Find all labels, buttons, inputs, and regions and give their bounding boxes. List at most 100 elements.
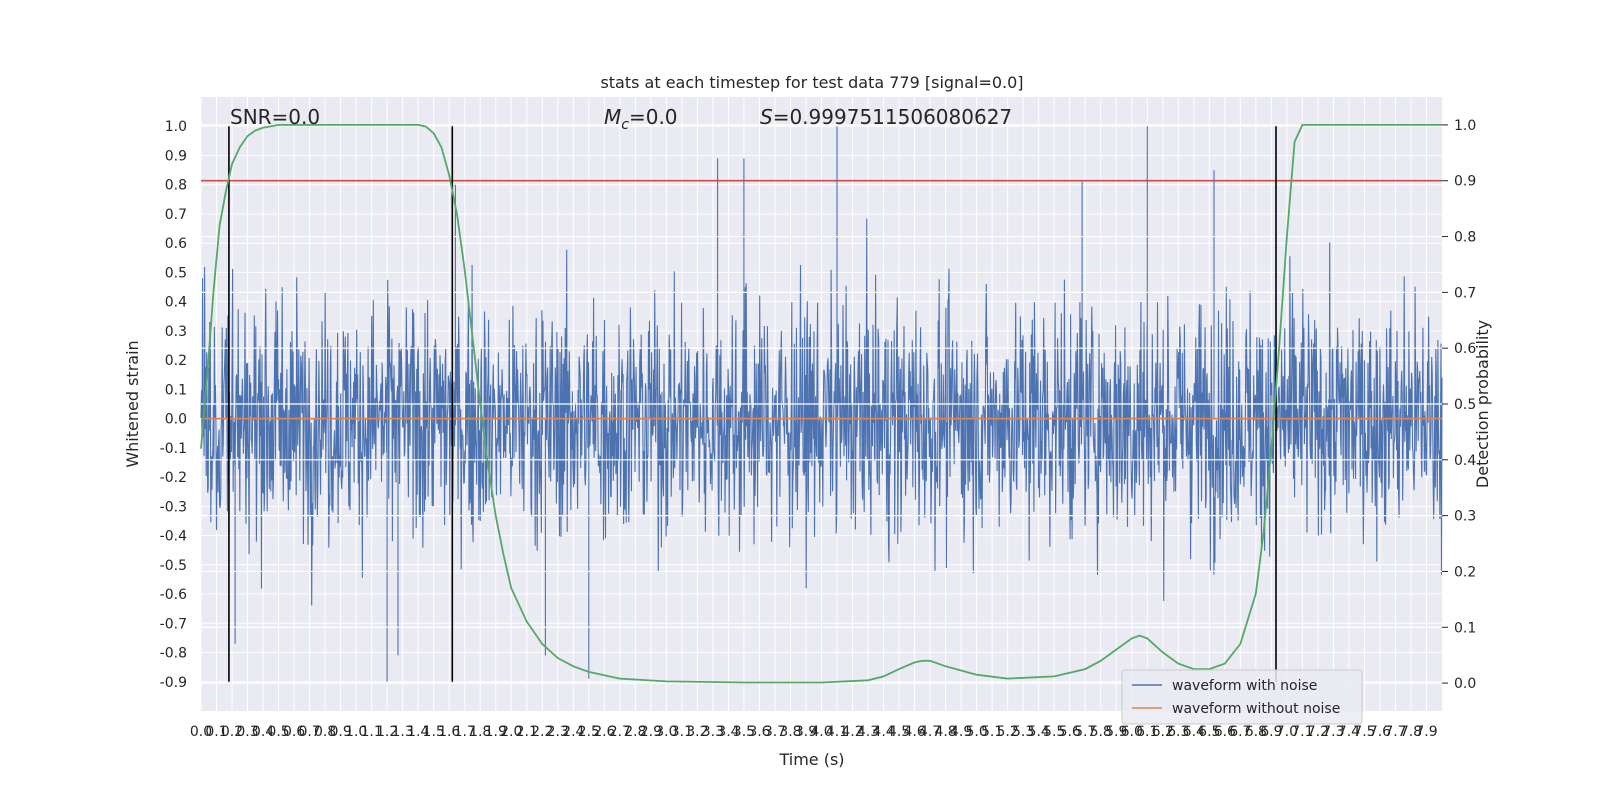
y-tick-label-right: 0.9 — [1454, 174, 1476, 190]
x-tick-label: 1.6 — [438, 724, 460, 740]
y-tick-label-right: 0.2 — [1454, 564, 1476, 580]
y-tick-label-left: 0.2 — [165, 353, 187, 369]
x-tick-label: 6.3 — [1167, 724, 1189, 740]
x-tick-label: 4.0 — [810, 724, 832, 740]
x-tick-label: 1.4 — [407, 724, 429, 740]
y-tick-label-left: -0.6 — [160, 587, 187, 603]
x-tick-label: 7.8 — [1400, 724, 1422, 740]
x-tick-label: 2.3 — [547, 724, 569, 740]
x-tick-label: 6.6 — [1214, 724, 1236, 740]
x-tick-label: 6.0 — [1121, 724, 1143, 740]
y-tick-label-right: 0.5 — [1454, 397, 1476, 413]
x-tick-label: 2.1 — [516, 724, 538, 740]
x-tick-label: 5.1 — [981, 724, 1003, 740]
y-tick-label-left: -0.8 — [160, 646, 187, 662]
y-tick-label-right: 0.6 — [1454, 341, 1476, 357]
x-tick-label: 6.5 — [1198, 724, 1220, 740]
x-tick-label: 0.0 — [190, 724, 212, 740]
x-tick-label: 1.2 — [376, 724, 398, 740]
x-tick-label: 2.7 — [609, 724, 631, 740]
x-tick-label: 0.4 — [252, 724, 274, 740]
snr-annotation: SNR=0.0 — [230, 105, 320, 129]
y-tick-label-right: 0.3 — [1454, 509, 1476, 525]
legend-frame — [1121, 669, 1363, 725]
x-tick-label: 3.3 — [702, 724, 724, 740]
x-tick-label: 3.5 — [733, 724, 755, 740]
x-tick-label: 2.5 — [578, 724, 600, 740]
y-tick-label-left: 0.4 — [165, 295, 187, 311]
mc-value: =0.0 — [629, 105, 678, 129]
waveform-with-noise-line — [200, 126, 1443, 682]
y-tick-label-right: 0.4 — [1454, 453, 1476, 469]
x-tick-label: 1.9 — [485, 724, 507, 740]
x-tick-label: 3.6 — [748, 724, 770, 740]
x-tick-label: 6.1 — [1136, 724, 1158, 740]
x-tick-label: 1.5 — [423, 724, 445, 740]
y-tick-label-left: 0.0 — [165, 412, 187, 428]
x-tick-label: 3.7 — [764, 724, 786, 740]
x-tick-label: 4.6 — [903, 724, 925, 740]
x-tick-label: 7.4 — [1338, 724, 1360, 740]
y-tick-label-left: -0.9 — [160, 675, 187, 691]
x-tick-label: 0.2 — [221, 724, 243, 740]
x-tick-label: 0.7 — [298, 724, 320, 740]
s-annotation: S=0.9997511506080627 — [760, 105, 1012, 129]
x-tick-label: 1.1 — [361, 724, 383, 740]
y-tick-label-left: -0.2 — [160, 470, 187, 486]
x-tick-label: 0.1 — [205, 724, 227, 740]
x-tick-label: 2.2 — [531, 724, 553, 740]
y-axis-label-left: Whitened strain — [123, 340, 142, 467]
x-tick-label: 4.4 — [872, 724, 894, 740]
y-tick-label-left: 1.0 — [165, 119, 187, 135]
x-tick-label: 3.9 — [795, 724, 817, 740]
x-tick-label: 2.4 — [562, 724, 584, 740]
y-tick-label-right: 0.0 — [1454, 676, 1476, 692]
x-tick-label: 3.4 — [717, 724, 739, 740]
x-tick-label: 5.5 — [1043, 724, 1065, 740]
x-tick-label: 2.8 — [624, 724, 646, 740]
x-tick-label: 1.0 — [345, 724, 367, 740]
x-tick-label: 0.5 — [267, 724, 289, 740]
x-tick-label: 1.7 — [454, 724, 476, 740]
y-tick-label-right: 1.0 — [1454, 118, 1476, 134]
x-tick-label: 7.9 — [1415, 724, 1437, 740]
x-tick-label: 4.9 — [950, 724, 972, 740]
y-tick-label-left: -0.3 — [160, 499, 187, 515]
mc-subscript: c — [621, 117, 629, 133]
x-tick-label: 0.9 — [329, 724, 351, 740]
chart-title: stats at each timestep for test data 779… — [600, 73, 1023, 92]
x-tick-label: 4.2 — [841, 724, 863, 740]
y-axis-label-right: Detection probability — [1473, 320, 1492, 488]
x-tick-label: 7.1 — [1291, 724, 1313, 740]
x-tick-label: 2.9 — [640, 724, 662, 740]
x-tick-label: 4.7 — [919, 724, 941, 740]
detection-probability-line — [200, 124, 1442, 684]
x-tick-label: 5.6 — [1059, 724, 1081, 740]
x-tick-label: 7.2 — [1307, 724, 1329, 740]
x-tick-label: 6.4 — [1183, 724, 1205, 740]
x-tick-label: 5.8 — [1090, 724, 1112, 740]
y-tick-label-left: 0.3 — [165, 324, 187, 340]
y-tick-label-left: -0.4 — [160, 529, 187, 545]
y-tick-label-left: -0.7 — [160, 616, 187, 632]
x-tick-label: 6.7 — [1229, 724, 1251, 740]
y-tick-label-left: 0.5 — [165, 265, 187, 281]
tick-labels: 0.00.10.20.30.40.50.60.70.80.91.01.11.21… — [160, 118, 1477, 740]
x-tick-label: 1.8 — [469, 724, 491, 740]
x-tick-label: 6.9 — [1260, 724, 1282, 740]
x-tick-label: 5.2 — [997, 724, 1019, 740]
x-tick-label: 4.8 — [934, 724, 956, 740]
x-tick-label: 7.6 — [1369, 724, 1391, 740]
legend-label-clean: waveform without noise — [1172, 701, 1340, 717]
mc-annotation: Mc=0.0 — [604, 105, 678, 133]
x-tick-label: 4.1 — [826, 724, 848, 740]
x-tick-label: 5.7 — [1074, 724, 1096, 740]
x-tick-label: 3.8 — [779, 724, 801, 740]
line-series — [200, 124, 1442, 684]
x-tick-label: 4.5 — [888, 724, 910, 740]
y-tick-label-right: 0.8 — [1454, 230, 1476, 246]
x-tick-label: 2.6 — [593, 724, 615, 740]
x-tick-label: 6.2 — [1152, 724, 1174, 740]
